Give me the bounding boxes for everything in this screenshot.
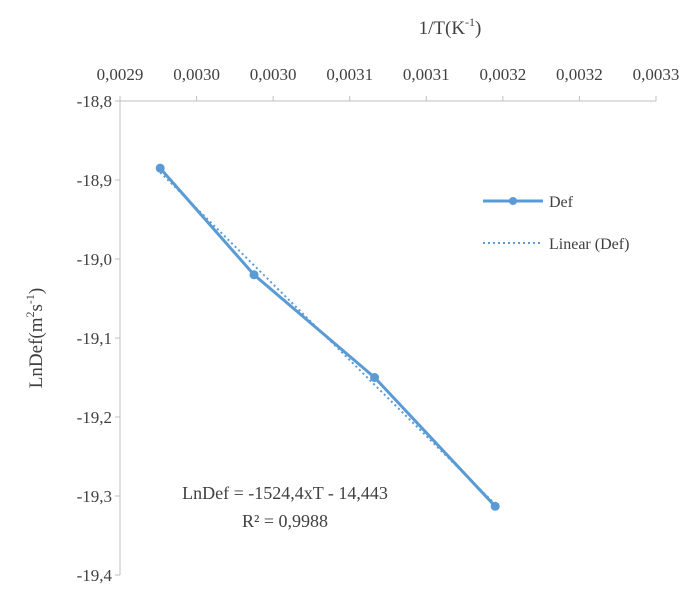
y-tick-label: -19,1 (77, 329, 112, 348)
x-axis-title: 1/T(K-1) (419, 15, 482, 39)
x-tick-label: 0,0033 (633, 65, 680, 84)
y-axis-title-sup2: -1 (23, 294, 37, 304)
data-point (249, 270, 259, 280)
y-tick-label: -19,0 (77, 250, 112, 269)
x-tick-label: 0,0031 (326, 65, 373, 84)
data-point (370, 373, 380, 382)
y-tick-label: -19,4 (77, 566, 113, 585)
y-axis-title: LnDef(m2s-1) (23, 288, 47, 388)
legend-linear-label: Linear (Def) (549, 236, 629, 253)
y-axis-title-sup1: 2 (23, 312, 37, 318)
x-tick-label: 0,0031 (403, 65, 450, 84)
x-ticks: 0,0029 0,0030 0,0030 0,0031 0,0031 0,0032 0,00… (97, 65, 680, 101)
y-tick-label: -18,9 (77, 171, 112, 190)
r-squared: R² = 0,9988 (242, 511, 328, 531)
x-tick-label: 0,0030 (173, 65, 220, 84)
trendline-equation: LnDef = -1524,4xT - 14,443 (182, 483, 388, 503)
legend: Def Linear (Def) (483, 194, 629, 253)
x-axis-title-sup: -1 (465, 15, 475, 29)
y-tick-label: -19,2 (77, 408, 112, 427)
y-tick-label: -19,3 (77, 487, 112, 506)
data-point (155, 163, 165, 173)
axes (119, 100, 656, 575)
y-ticks: -18,8 -18,9 -19,0 -19,1 -19,2 -19,3 -19,4 (77, 92, 120, 585)
x-tick-label: 0,0032 (556, 65, 603, 84)
x-tick-label: 0,0032 (479, 65, 526, 84)
y-tick-label: -18,8 (77, 92, 112, 111)
x-tick-label: 0,0029 (97, 65, 144, 84)
legend-def-label: Def (549, 194, 574, 211)
series-def-line (159, 167, 497, 508)
data-point (490, 501, 500, 511)
series-def (155, 163, 500, 511)
legend-def-swatch-marker (509, 197, 517, 205)
x-tick-label: 0,0030 (250, 65, 297, 84)
